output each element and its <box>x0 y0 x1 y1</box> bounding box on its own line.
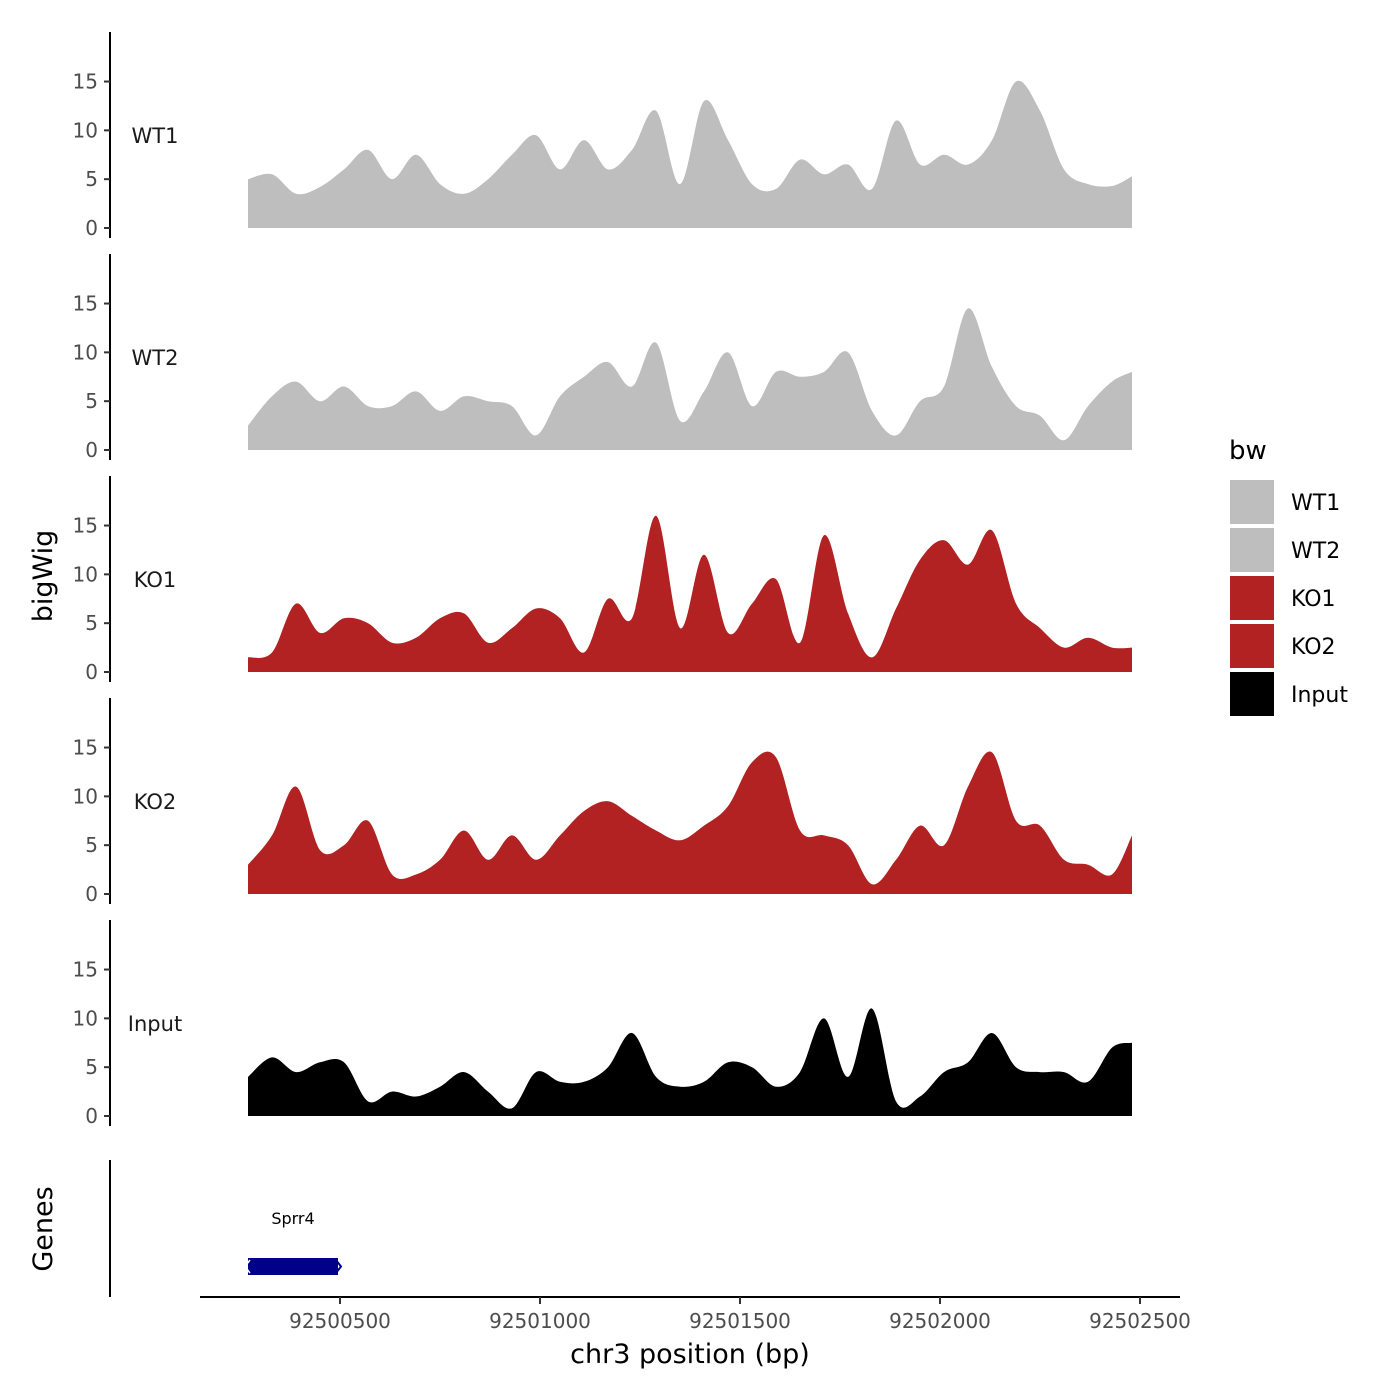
y-tick-label: 0 <box>85 1104 98 1128</box>
track-ko1: 0 5 10 15 KO1 <box>73 476 1132 684</box>
x-tick-label: 92500500 <box>289 1309 391 1333</box>
x-axis: 92500500 92501000 92501500 92502000 92502500 <box>200 1296 1191 1333</box>
track-label: WT2 <box>132 346 179 370</box>
y-tick-label: 5 <box>85 1055 98 1079</box>
track-label: Input <box>128 1012 182 1036</box>
y-tick-label: 0 <box>85 882 98 906</box>
legend-key-wt2 <box>1230 528 1274 572</box>
legend-title: bw <box>1229 436 1267 466</box>
y-tick-label: 0 <box>85 216 98 240</box>
y-tick-label: 10 <box>73 340 98 364</box>
track-ko2: 0 5 10 15 KO2 <box>73 698 1132 906</box>
y-tick-label: 5 <box>85 611 98 635</box>
y-tick-label: 10 <box>73 1006 98 1030</box>
legend-label-input: Input <box>1291 683 1348 708</box>
genes-panel: Sprr4 <box>109 1160 343 1297</box>
track-input: 0 5 10 15 Input <box>73 920 1132 1128</box>
y-tick-label: 5 <box>85 389 98 413</box>
y-tick-label: 0 <box>85 660 98 684</box>
y-tick-label: 10 <box>73 562 98 586</box>
legend-key-input <box>1230 672 1274 716</box>
genes-axis-title: Genes <box>28 1186 59 1271</box>
y-tick-label: 10 <box>73 118 98 142</box>
area-input <box>248 1008 1132 1116</box>
track-label: KO1 <box>134 568 177 592</box>
track-label: WT1 <box>132 124 179 148</box>
y-tick-label: 15 <box>73 736 98 760</box>
legend-label-ko2: KO2 <box>1291 635 1336 660</box>
y-tick-label: 0 <box>85 438 98 462</box>
y-tick-label: 5 <box>85 833 98 857</box>
y-tick-label: 5 <box>85 167 98 191</box>
legend-label-wt2: WT2 <box>1291 539 1340 564</box>
area-wt1 <box>248 80 1132 229</box>
x-tick-label: 92502000 <box>889 1309 991 1333</box>
track-wt1: 0 5 10 15 WT1 <box>73 32 1132 240</box>
y-tick-label: 10 <box>73 784 98 808</box>
track-label: KO2 <box>134 790 177 814</box>
legend-label-ko1: KO1 <box>1291 587 1336 612</box>
x-tick-label: 92502500 <box>1089 1309 1191 1333</box>
legend-key-wt1 <box>1230 480 1274 524</box>
legend-label-wt1: WT1 <box>1291 491 1340 516</box>
y-tick-label: 15 <box>73 292 98 316</box>
y-tick-label: 15 <box>73 70 98 94</box>
y-tick-label: 15 <box>73 958 98 982</box>
area-ko1 <box>248 515 1132 672</box>
area-ko2 <box>248 751 1132 894</box>
signal-tracks: 0 5 10 15 WT1 0 5 10 15 WT2 0 5 10 15 KO1 0 5 10 15 KO2 0 5 10… <box>73 32 1132 1128</box>
legend-key-ko1 <box>1230 576 1274 620</box>
area-wt2 <box>248 308 1132 450</box>
y-tick-label: 15 <box>73 514 98 538</box>
legend: bw WT1 WT2 KO1 KO2 Input <box>1229 436 1348 716</box>
x-tick-label: 92501500 <box>689 1309 791 1333</box>
gene-strand-arrow <box>244 1259 251 1274</box>
gene-label: Sprr4 <box>271 1209 314 1228</box>
gene-body <box>248 1258 338 1275</box>
gene-strand-arrow <box>335 1259 343 1274</box>
x-axis-title: chr3 position (bp) <box>570 1339 810 1370</box>
y-axis-title: bigWig <box>28 530 59 623</box>
track-wt2: 0 5 10 15 WT2 <box>73 254 1132 462</box>
legend-key-ko2 <box>1230 624 1274 668</box>
x-tick-label: 92501000 <box>489 1309 591 1333</box>
